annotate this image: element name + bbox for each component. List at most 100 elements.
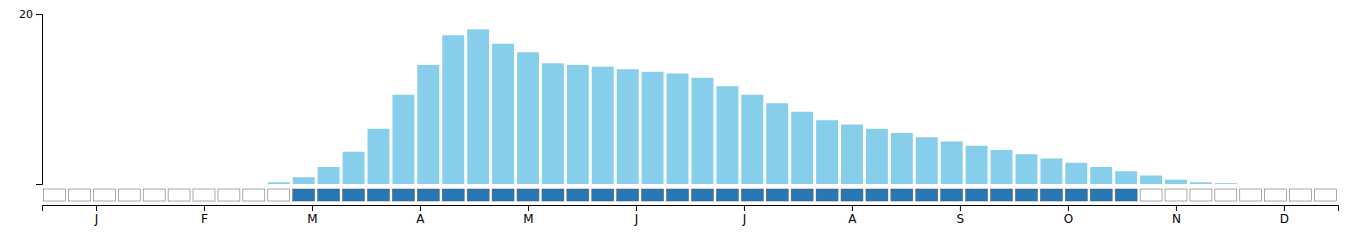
strip-cell <box>941 189 963 201</box>
x-tick-mark <box>96 205 97 211</box>
strip-cell <box>467 189 489 201</box>
bar <box>1090 167 1112 184</box>
bar <box>68 184 90 185</box>
x-tick-label: J <box>94 212 99 226</box>
strip-cell <box>667 189 689 201</box>
x-axis-line <box>43 206 1339 212</box>
x-tick: F <box>201 205 208 226</box>
strip-cell <box>367 189 389 201</box>
x-tick-mark <box>1284 205 1285 211</box>
x-tick-mark <box>312 205 313 211</box>
bar <box>1290 184 1312 185</box>
strip-cell <box>168 189 190 201</box>
chart: J F M A M J J A S O N D 20 <box>0 0 1358 236</box>
bar <box>916 137 938 184</box>
y-tick: 20 <box>19 8 42 21</box>
bar <box>343 152 365 184</box>
x-tick-label: S <box>957 212 965 226</box>
x-tick: M <box>523 205 533 226</box>
bar <box>1065 163 1087 184</box>
y-axis: 20 <box>19 8 43 184</box>
strip-cell <box>766 189 788 201</box>
strip-cell <box>542 189 564 201</box>
strip-cell <box>891 189 913 201</box>
bar <box>567 65 589 184</box>
bar <box>467 29 489 184</box>
bar <box>741 95 763 184</box>
strip-cell <box>1190 189 1212 201</box>
bar <box>43 184 65 185</box>
x-tick-label: D <box>1280 212 1289 226</box>
bar <box>691 78 713 184</box>
bar <box>866 129 888 184</box>
bar <box>517 52 539 184</box>
x-tick-label: M <box>307 212 317 226</box>
bar <box>766 103 788 184</box>
bar <box>442 35 464 184</box>
bar <box>218 184 240 185</box>
x-tick-label: F <box>201 212 208 226</box>
x-tick-mark <box>636 205 637 211</box>
strip-cell <box>1265 189 1287 201</box>
bar <box>1140 176 1162 185</box>
strip-cell <box>691 189 713 201</box>
strip-cell <box>1140 189 1162 201</box>
x-axis: JFMAMJJASOND <box>43 205 1339 226</box>
strip-cell <box>841 189 863 201</box>
bar <box>1190 182 1212 184</box>
x-tick-label: A <box>416 212 425 226</box>
strip <box>43 189 1336 201</box>
bar <box>243 184 265 185</box>
strip-cell <box>492 189 514 201</box>
bar <box>93 184 115 185</box>
strip-cell <box>1065 189 1087 201</box>
bar <box>1240 184 1262 185</box>
strip-cell <box>143 189 165 201</box>
strip-cell <box>43 189 65 201</box>
strip-cell <box>966 189 988 201</box>
bar <box>492 44 514 184</box>
y-tick-mark <box>36 14 42 15</box>
strip-cell <box>1215 189 1237 201</box>
bar <box>1265 184 1287 185</box>
strip-cell <box>218 189 240 201</box>
x-tick: O <box>1064 205 1073 226</box>
strip-cell <box>417 189 439 201</box>
strip-cell <box>592 189 614 201</box>
bar <box>1315 184 1337 185</box>
bar <box>318 167 340 184</box>
bars <box>268 29 1237 184</box>
strip-cell <box>442 189 464 201</box>
x-tick: A <box>416 205 425 226</box>
x-tick-label: N <box>1172 212 1181 226</box>
bar <box>143 184 165 185</box>
x-tick-mark <box>528 205 529 211</box>
x-tick: A <box>848 205 857 226</box>
x-tick: J <box>742 205 747 226</box>
strip-cell <box>567 189 589 201</box>
bar <box>941 142 963 185</box>
bar <box>293 177 315 184</box>
x-tick-mark <box>204 205 205 211</box>
bar <box>1015 154 1037 184</box>
x-tick: J <box>634 205 639 226</box>
strip-cell <box>343 189 365 201</box>
bar <box>816 120 838 184</box>
x-tick-label: O <box>1064 212 1073 226</box>
x-tick: N <box>1172 205 1181 226</box>
plot: J F M A M J J A S O N D 20 <box>19 8 1339 226</box>
strip-cell <box>866 189 888 201</box>
x-tick: J <box>94 205 99 226</box>
bar <box>193 184 215 185</box>
strip-cell <box>517 189 539 201</box>
strip-cell <box>916 189 938 201</box>
bar <box>268 182 290 184</box>
strip-cell <box>243 189 265 201</box>
bar <box>891 133 913 184</box>
bar <box>1165 180 1187 184</box>
bar <box>1115 171 1137 184</box>
strip-cell <box>93 189 115 201</box>
x-tick-label: A <box>848 212 857 226</box>
bar <box>991 150 1013 184</box>
strip-cell <box>617 189 639 201</box>
